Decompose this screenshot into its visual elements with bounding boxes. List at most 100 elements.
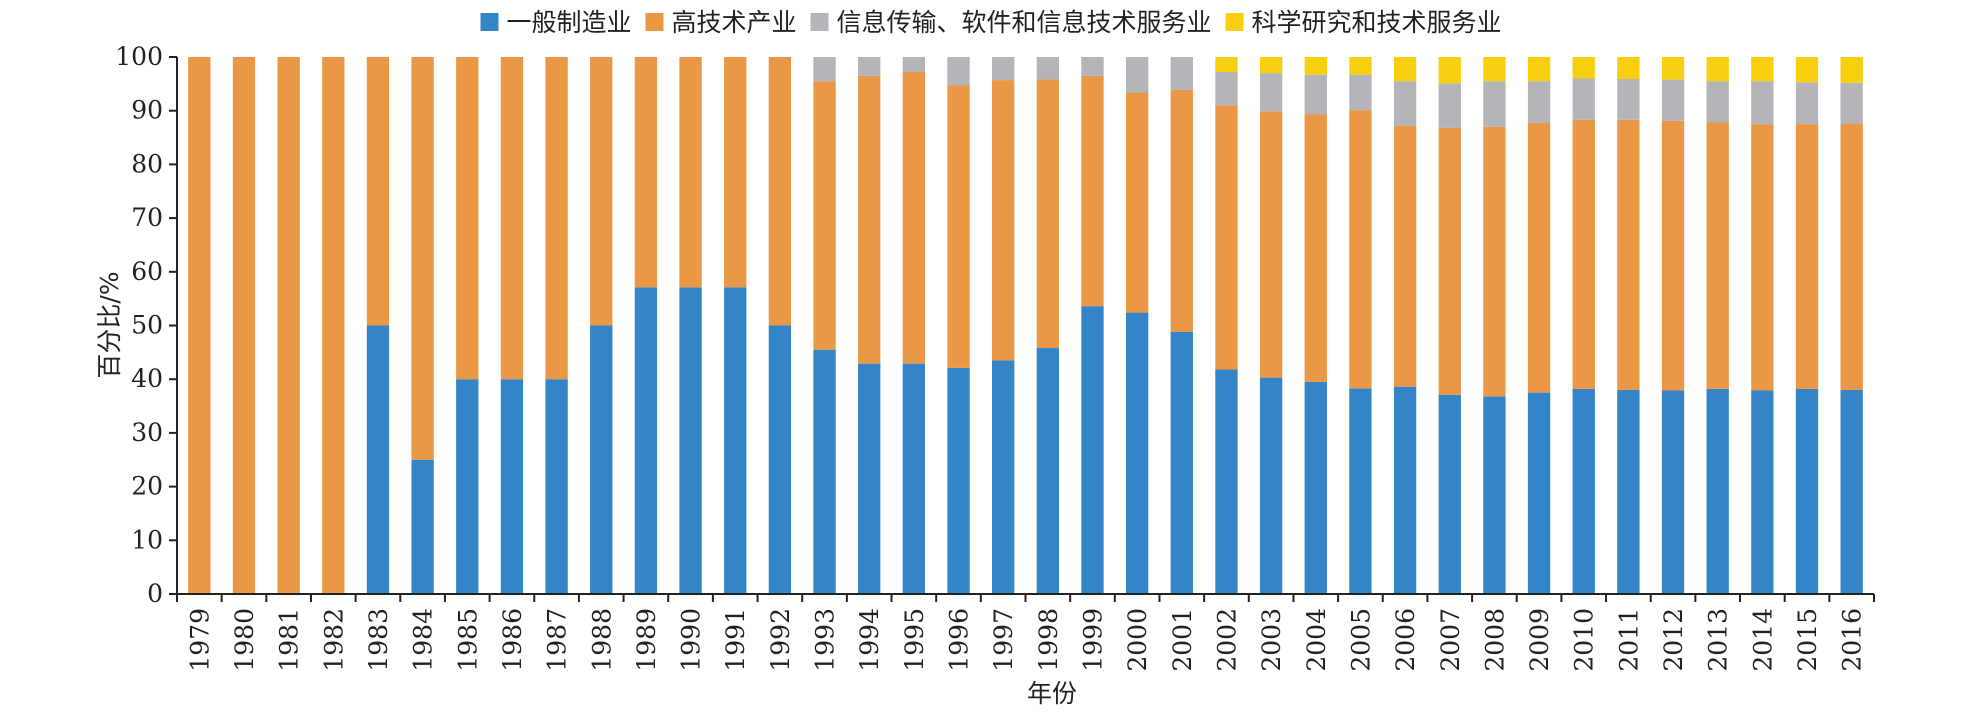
bar-2010-series-3 [1572, 78, 1595, 120]
bar-2007-series-3 [1438, 83, 1461, 128]
bar-1998-series-2 [1036, 79, 1059, 349]
bar-2007-series-2 [1438, 127, 1461, 395]
y-tick-label: 0 [147, 579, 163, 608]
bar-2003-series-4 [1259, 57, 1283, 74]
bar-2012-series-4 [1661, 57, 1685, 80]
x-tick-label-2016: 2016 [1838, 608, 1867, 672]
x-tick-label-1994: 1994 [855, 608, 884, 672]
x-tick-label-1985: 1985 [453, 608, 482, 672]
x-tick-label-1989: 1989 [632, 608, 661, 672]
bar-2012-series-2 [1661, 120, 1685, 391]
bar-2015-series-1 [1795, 388, 1819, 594]
x-tick-label-1993: 1993 [811, 608, 840, 672]
bar-2012-series-3 [1661, 79, 1685, 121]
bar-1997-series-3 [992, 57, 1015, 81]
bar-2009-series-3 [1527, 81, 1551, 124]
x-tick-label-1999: 1999 [1078, 608, 1107, 672]
y-tick-label: 10 [131, 525, 163, 554]
bar-2015-series-4 [1795, 57, 1819, 83]
x-tick-label-1990: 1990 [677, 608, 706, 672]
x-tick-label-1998: 1998 [1034, 608, 1063, 672]
bar-1999-series-2 [1081, 75, 1104, 307]
bar-2005-series-3 [1349, 74, 1372, 111]
x-tick-label-1991: 1991 [721, 608, 750, 672]
bar-1981-series-2 [277, 57, 300, 594]
y-tick-label: 50 [131, 311, 163, 340]
bar-2006-series-3 [1393, 81, 1417, 126]
bar-1998-series-1 [1036, 348, 1059, 594]
bar-2009-series-2 [1527, 123, 1551, 393]
bar-2014-series-1 [1751, 390, 1774, 594]
bar-2013-series-1 [1706, 388, 1729, 594]
x-tick-label-2001: 2001 [1168, 608, 1197, 672]
bar-1980-series-2 [232, 57, 256, 594]
bar-2005-series-4 [1349, 57, 1372, 75]
x-tick-label-2007: 2007 [1436, 608, 1465, 672]
bar-2014-series-2 [1751, 124, 1774, 391]
bar-2016-series-2 [1840, 123, 1863, 390]
bar-2003-series-2 [1259, 111, 1283, 378]
bar-1995-series-1 [902, 363, 926, 594]
bar-1988-series-1 [590, 325, 613, 594]
legend-label-3: 信息传输、软件和信息技术服务业 [837, 8, 1212, 37]
bar-1986-series-2 [500, 57, 524, 380]
bar-2004-series-2 [1304, 114, 1327, 382]
bar-2013-series-3 [1706, 81, 1729, 123]
bar-1986-series-1 [500, 379, 524, 594]
bar-2008-series-3 [1483, 81, 1506, 127]
bar-2005-series-1 [1349, 388, 1372, 594]
x-tick-label-1982: 1982 [319, 608, 348, 672]
bar-1992-series-1 [768, 325, 792, 594]
bar-1983-series-1 [366, 325, 390, 594]
bar-2004-series-3 [1304, 74, 1327, 115]
x-tick-label-2009: 2009 [1525, 608, 1554, 672]
bar-1993-series-1 [813, 349, 836, 594]
bar-1990-series-2 [679, 57, 702, 288]
x-tick-label-2015: 2015 [1793, 608, 1822, 672]
bar-2006-series-4 [1393, 57, 1417, 82]
bar-2016-series-4 [1840, 57, 1863, 83]
x-tick-label-1987: 1987 [543, 608, 572, 672]
bar-1994-series-2 [858, 75, 881, 364]
bar-2000-series-3 [1125, 57, 1149, 93]
bar-1991-series-2 [724, 57, 747, 288]
bar-2009-series-4 [1527, 57, 1551, 82]
bar-2012-series-1 [1661, 390, 1685, 594]
bar-2016-series-3 [1840, 82, 1863, 124]
bar-1983-series-2 [366, 57, 390, 326]
bar-1991-series-1 [724, 287, 747, 594]
bar-2013-series-2 [1706, 122, 1729, 389]
bar-1998-series-3 [1036, 57, 1059, 80]
bar-2014-series-4 [1751, 57, 1774, 82]
bar-1984-series-1 [411, 459, 434, 594]
x-tick-label-2008: 2008 [1480, 608, 1509, 672]
bar-2001-series-1 [1170, 331, 1193, 594]
bar-2010-series-2 [1572, 119, 1595, 389]
x-tick-label-2005: 2005 [1346, 608, 1375, 672]
bar-1995-series-2 [902, 72, 926, 364]
x-tick-label-2003: 2003 [1257, 608, 1286, 672]
bar-2003-series-3 [1259, 73, 1283, 112]
bar-1992-series-2 [768, 57, 792, 326]
x-tick-label-2012: 2012 [1659, 608, 1688, 672]
x-tick-label-1983: 1983 [364, 608, 393, 672]
x-tick-label-1981: 1981 [275, 608, 304, 672]
legend-label-2: 高技术产业 [672, 8, 797, 37]
bar-1994-series-3 [858, 57, 881, 76]
x-tick-label-2011: 2011 [1614, 608, 1643, 672]
x-tick-label-1980: 1980 [230, 608, 259, 672]
legend-swatch-2 [645, 13, 664, 31]
bar-1993-series-2 [813, 81, 836, 350]
bar-2011-series-4 [1617, 57, 1640, 80]
bar-1996-series-1 [947, 367, 970, 594]
bar-2001-series-3 [1170, 57, 1193, 90]
bar-2015-series-2 [1795, 124, 1819, 389]
y-tick-label: 100 [115, 42, 163, 71]
bar-2004-series-4 [1304, 57, 1327, 75]
bar-2007-series-1 [1438, 394, 1461, 594]
x-tick-label-1996: 1996 [945, 608, 974, 672]
x-tick-label-1995: 1995 [900, 608, 929, 672]
bar-1993-series-3 [813, 57, 836, 82]
bar-2008-series-2 [1483, 126, 1506, 397]
